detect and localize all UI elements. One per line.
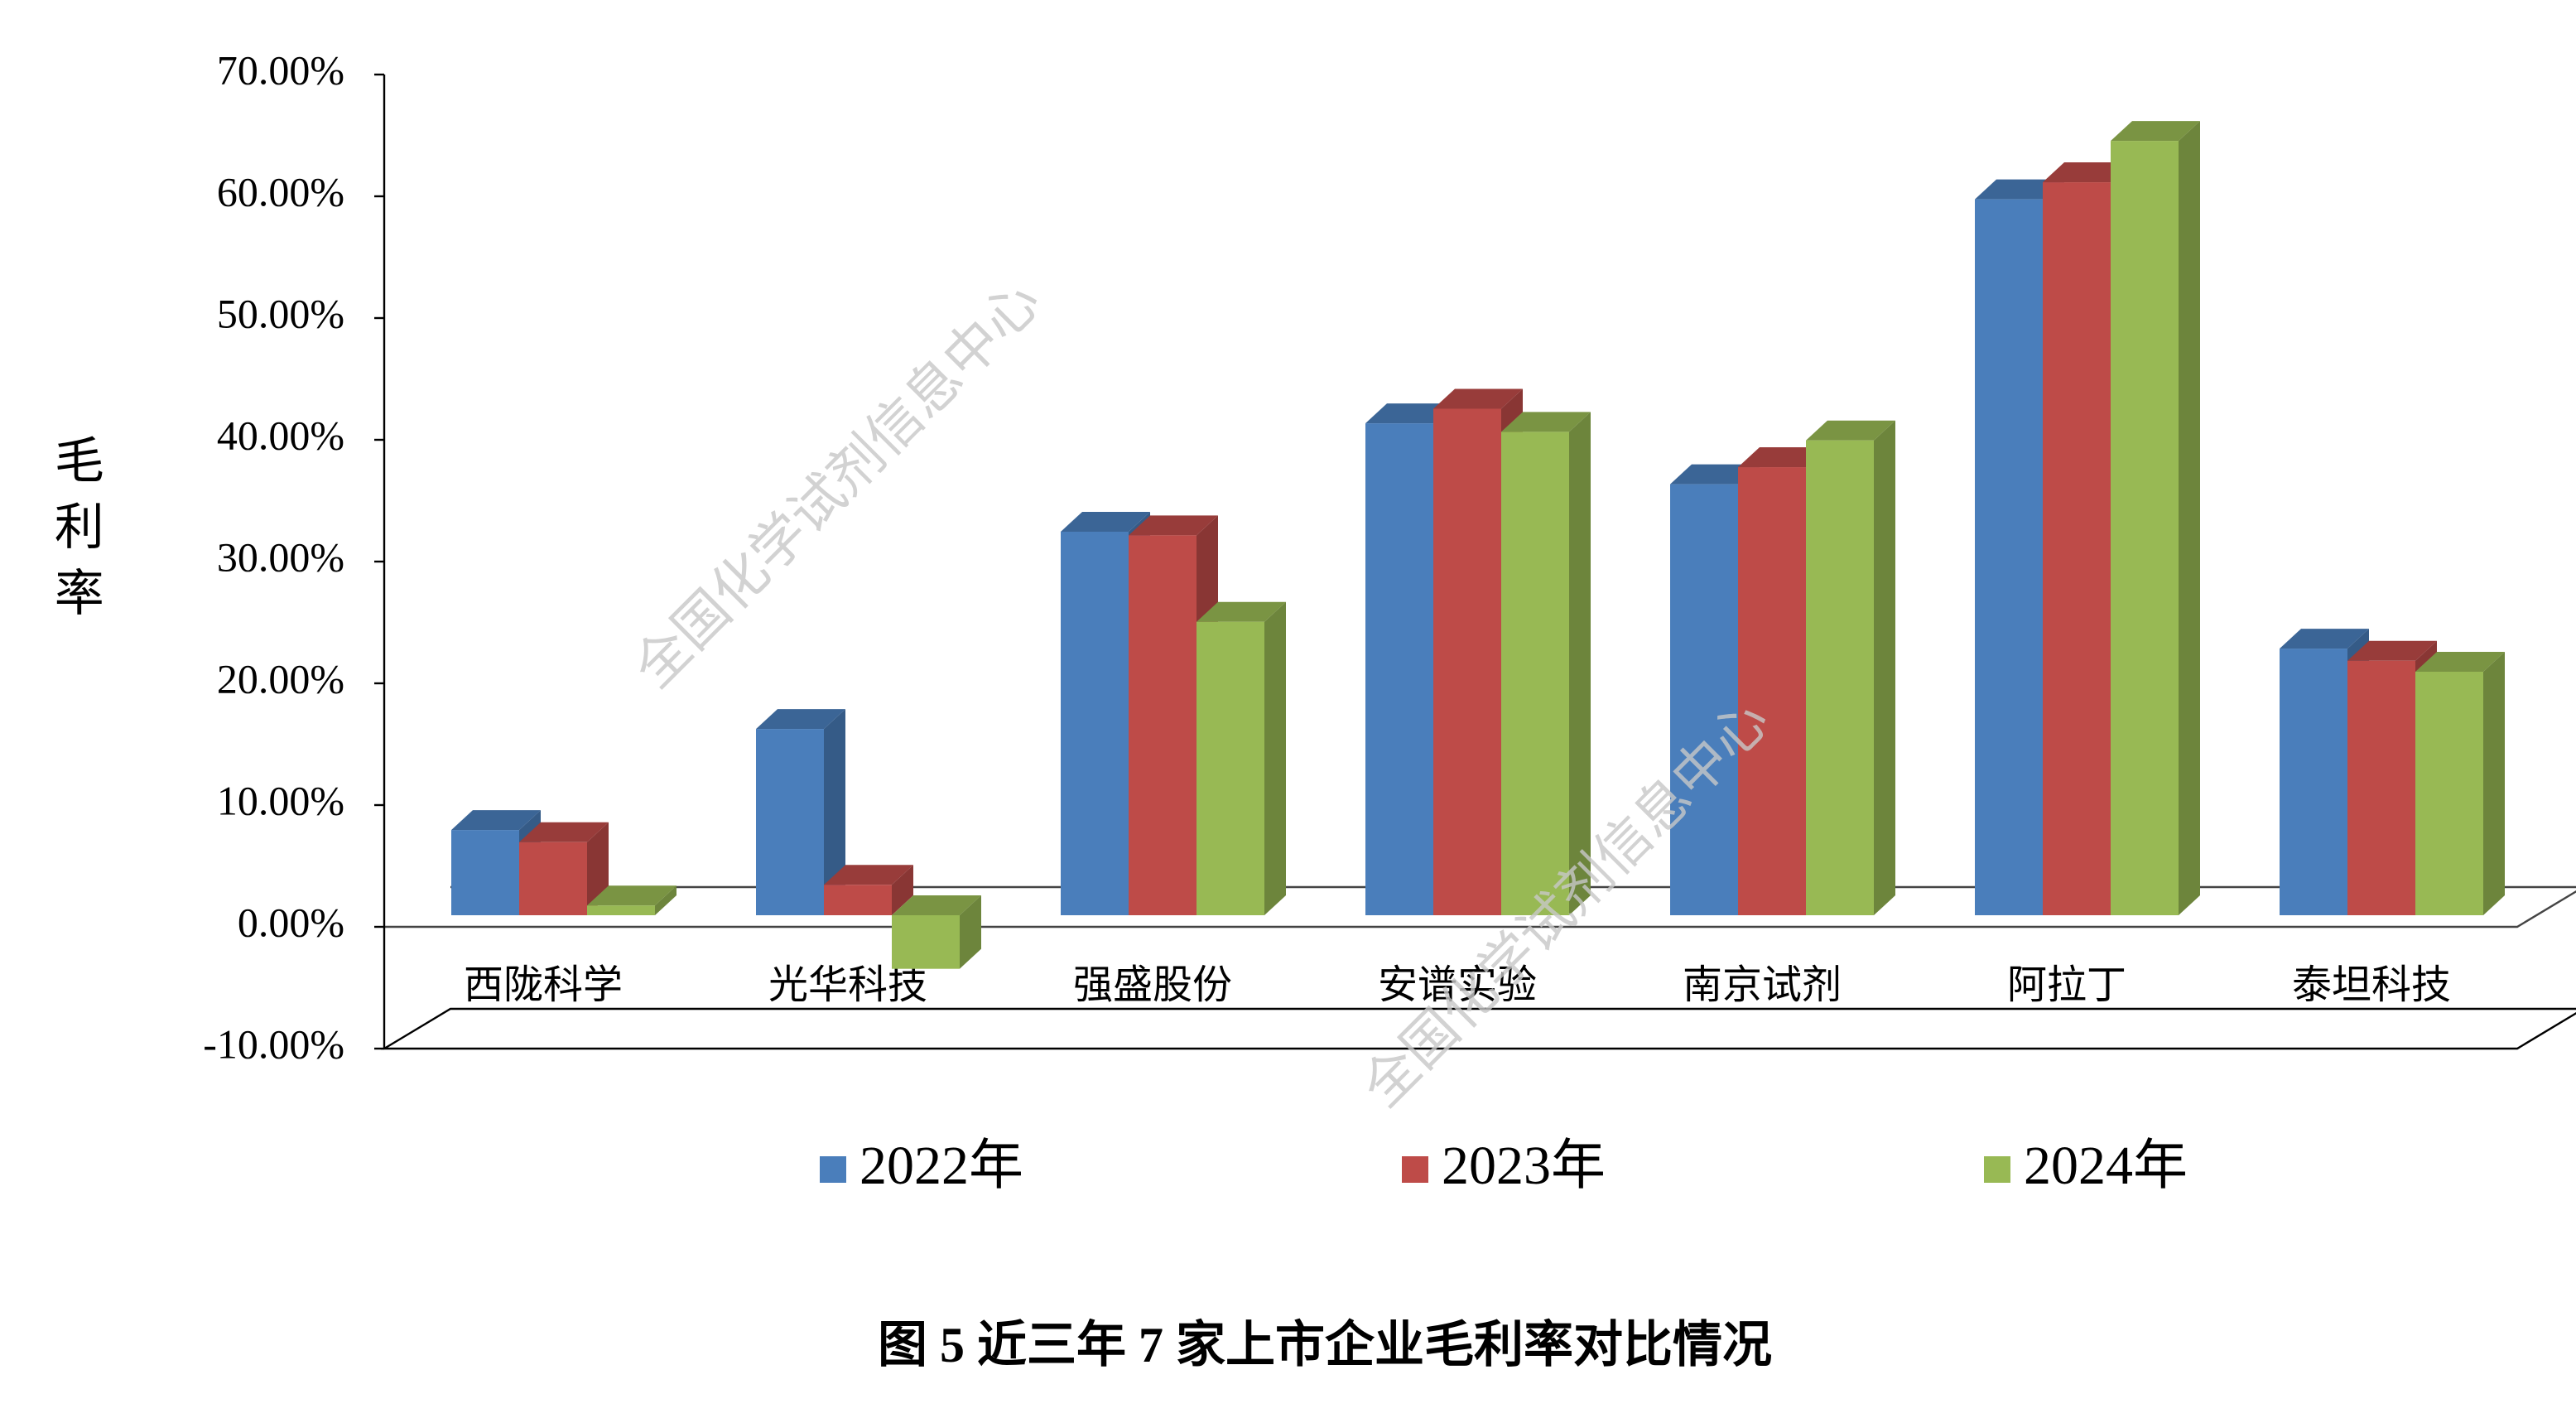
bar-top: [756, 709, 845, 730]
bar-side: [1264, 601, 1286, 915]
legend-label: 2023年: [1442, 1136, 1606, 1196]
bar: [2415, 652, 2505, 915]
bar-top: [1975, 179, 2064, 200]
legend-swatch: [1984, 1156, 2010, 1183]
bar-front: [1365, 423, 1433, 915]
bar-top: [1433, 388, 1523, 409]
x-tick-label: 西陇科学: [464, 963, 623, 1007]
y-tick-label: 0.00%: [238, 899, 344, 945]
bar-top: [2111, 121, 2200, 142]
bar-front: [1061, 531, 1129, 915]
x-tick-label: 南京试剂: [1683, 963, 1842, 1007]
bar: [1197, 601, 1286, 915]
x-tick-label: 阿拉丁: [2007, 963, 2126, 1007]
bar-front: [1433, 408, 1501, 916]
bar-front: [2280, 649, 2347, 915]
bar-side: [1569, 412, 1591, 915]
y-tick-label: 30.00%: [217, 533, 344, 580]
bar-side: [824, 709, 845, 915]
bar: [1501, 412, 1591, 915]
bar-front: [1975, 199, 2043, 915]
bar-top: [824, 865, 913, 885]
bar: [1806, 420, 1895, 915]
bar-top: [2415, 652, 2505, 672]
bar-top: [1365, 403, 1455, 424]
legend-label: 2022年: [859, 1136, 1023, 1196]
bar-top: [892, 895, 981, 915]
bar-top: [1501, 412, 1591, 432]
bar: [2111, 121, 2200, 915]
y-tick-label: 60.00%: [217, 168, 344, 215]
bar: [824, 865, 913, 915]
x-tick-label: 光华科技: [768, 963, 927, 1007]
bar: [519, 822, 609, 915]
bar-front: [1670, 484, 1738, 915]
y-tick-label: 10.00%: [217, 777, 344, 823]
bar-side: [960, 895, 981, 969]
y-tick-label: 20.00%: [217, 655, 344, 702]
bar-top: [2280, 629, 2369, 649]
bar-top: [2347, 640, 2437, 661]
bar-front: [1806, 440, 1874, 915]
bar-front: [451, 830, 519, 915]
bar-top: [2043, 162, 2132, 183]
bar-side: [1874, 420, 1895, 915]
bar-top: [1061, 511, 1150, 532]
bar-top: [1129, 515, 1218, 536]
bar-front: [587, 905, 655, 915]
y-tick-label: 40.00%: [217, 412, 344, 458]
legend-label: 2024年: [2024, 1136, 2188, 1196]
bar-front: [1129, 535, 1197, 915]
bar-front: [2415, 672, 2483, 915]
bar-side: [655, 885, 677, 915]
bar-front: [1501, 432, 1569, 915]
legend-swatch: [1402, 1156, 1428, 1183]
bar-top: [587, 885, 677, 906]
x-tick-label: 泰坦科技: [2292, 963, 2451, 1007]
x-tick-label: 安谱实验: [1378, 963, 1537, 1007]
bar-top: [451, 810, 541, 831]
floor: [380, 1007, 2576, 1050]
bar-front: [519, 842, 587, 915]
bar-top: [1670, 464, 1760, 485]
bar-front: [892, 915, 960, 969]
bar-front: [1738, 467, 1806, 915]
bar: [756, 709, 845, 915]
bar-top: [1197, 601, 1286, 622]
y-axis-label: 毛利率: [47, 434, 103, 633]
bar-front: [756, 729, 824, 915]
y-tick-label: 50.00%: [217, 290, 344, 336]
watermark: 全国化学试剂信息中心: [623, 270, 1052, 699]
bar-front: [2347, 660, 2415, 915]
plot-area: -10.00% 0.00% 10.00% 20.00% 30.00% 40.00% 50.0…: [203, 46, 2576, 1196]
bar-top: [1806, 420, 1895, 441]
legend-swatch: [820, 1156, 846, 1183]
caption: 图 5 近三年 7 家上市企业毛利率对比情况: [878, 1318, 1772, 1372]
bar-front: [824, 885, 892, 915]
y-tick-label: 70.00%: [217, 46, 344, 93]
bar-front: [2111, 141, 2179, 915]
bar-side: [2179, 121, 2200, 915]
bar-top: [519, 822, 609, 842]
bar: [892, 895, 981, 969]
y-tick-label: -10.00%: [203, 1020, 344, 1067]
x-tick-label: 强盛股份: [1073, 963, 1232, 1007]
bar: [587, 885, 677, 915]
bar-top: [1738, 447, 1827, 468]
bar-front: [2043, 182, 2111, 915]
bar-side: [892, 865, 913, 915]
bar-side: [2483, 652, 2505, 915]
bar-front: [1197, 621, 1264, 915]
